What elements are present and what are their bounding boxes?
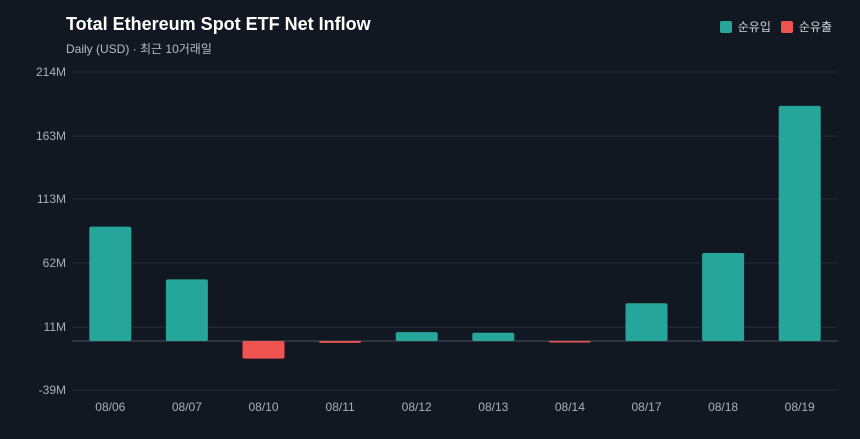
x-tick-label: 08/10 [248,400,278,414]
y-tick-label: 214M [36,65,66,79]
legend-label-outflow: 순유출 [798,20,832,34]
legend-item-outflow: 순유출 [780,18,832,35]
x-tick-label: 08/11 [326,400,355,414]
y-tick-label: -39M [39,383,66,397]
x-tick-label: 08/06 [95,400,125,414]
legend-item-inflow: 순유입 [719,18,771,35]
bar [319,340,362,343]
x-tick-label: 08/17 [631,400,661,414]
bar [625,303,668,341]
bar [395,332,438,341]
chart-title: Total Ethereum Spot ETF Net Inflow [66,14,371,34]
y-tick-label: 62M [43,256,66,270]
bar [89,226,132,341]
x-tick-label: 08/18 [708,400,738,414]
y-tick-label: 113M [37,192,66,206]
bar [702,252,745,341]
x-tick-label: 08/14 [555,400,585,414]
x-tick-label: 08/13 [478,400,508,414]
bar [165,279,208,341]
bar [548,340,591,343]
legend-swatch-inflow [719,20,732,33]
chart-subtitle: Daily (USD) · 최근 10거래일 [66,42,212,56]
x-tick-label: 08/12 [402,400,432,414]
legend-swatch-outflow [780,20,793,33]
y-tick-label: 11M [44,320,66,334]
x-tick-label: 08/07 [172,400,202,414]
bar [472,332,515,341]
bar [778,105,821,341]
legend-label-inflow: 순유입 [737,20,771,34]
bar [242,340,285,359]
x-tick-label: 08/19 [785,400,815,414]
chart-legend: 순유입 순유출 [719,18,832,35]
y-tick-label: 163M [36,129,66,143]
